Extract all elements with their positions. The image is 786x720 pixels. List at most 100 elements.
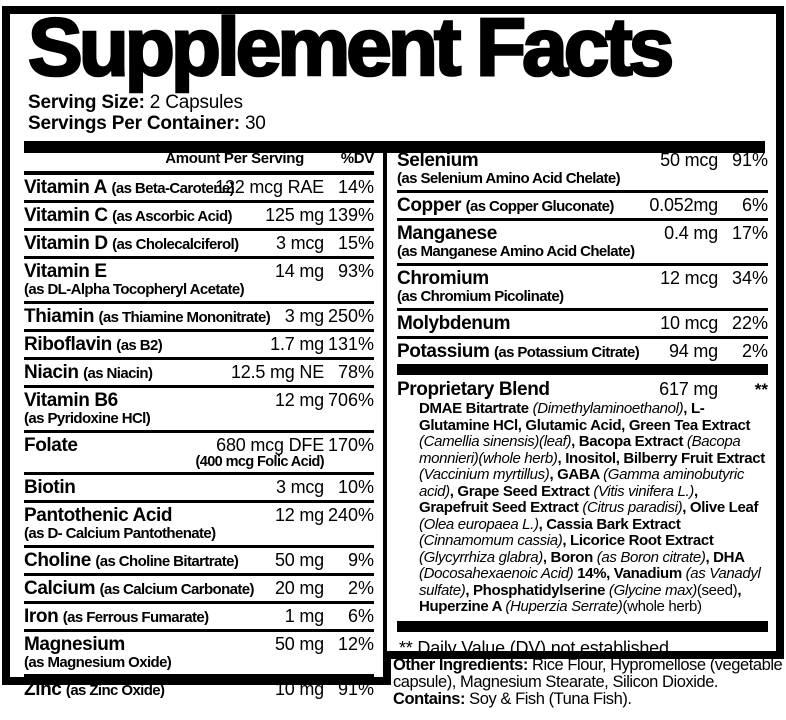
blend-segment: Inositol, Bilberry Fruit Extract (565, 449, 765, 467)
blend-segment: Cassia Bark Extract (546, 515, 681, 533)
nutrient-name: Vitamin E (24, 261, 107, 282)
blend-segment: , (683, 400, 691, 417)
nutrient-dv: 6% (741, 195, 768, 215)
nutrient-amount: 12 mg (275, 390, 324, 410)
nutrient-name: Selenium (397, 150, 479, 171)
nutrient-label: Chromium (397, 269, 660, 289)
nutrient-dv: 93% (337, 261, 374, 281)
table-row-main: Manganese 0.4 mg 17% (397, 223, 768, 244)
amount-value: 3 mcg (275, 477, 324, 497)
serving-info: Serving Size: 2 Capsules Servings Per Co… (28, 92, 266, 134)
blend-segment: Grape Seed Extract (457, 482, 594, 500)
nutrient-amount: 50 mg (275, 634, 324, 654)
table-row-main: Magnesium 50 mg 12% (24, 634, 374, 655)
nutrient-amount: 10 mg (275, 679, 324, 699)
table-row: Calcium (as Calcium Carbonate) 20 mg 2% (24, 576, 374, 604)
header-divider-bar (24, 141, 765, 153)
blend-segment: (as Vanadyl sulfate) (419, 565, 761, 599)
contains-line: Contains: Soy & Fish (Tuna Fish). (393, 691, 785, 708)
nutrient-amount: 3 mg (285, 306, 324, 326)
amount-value: 680 mcg DFE (216, 435, 324, 455)
table-row: Folate 680 mcg DFE (400 mcg Folic Acid) 170… (24, 433, 374, 475)
nutrient-amount: 12 mg (275, 505, 324, 525)
nutrient-label: Potassium (as Potassium Citrate) (397, 342, 669, 362)
proprietary-blend-header: Proprietary Blend 617 mg ** (397, 375, 768, 401)
nutrient-label: Riboflavin (as B2) (24, 335, 270, 355)
nutrient-dv: 706% (327, 390, 374, 410)
blend-segment: Huperzine A (419, 598, 506, 615)
blend-segment: (seed) (696, 581, 738, 599)
table-row: Biotin 3 mcg 10% (24, 475, 374, 503)
amount-value: 0.052mg (649, 195, 718, 215)
table-row-main: Iron (as Ferrous Fumarate) 1 mg 6% (24, 606, 374, 627)
nutrient-label: Copper (as Copper Gluconate) (397, 196, 649, 216)
nutrient-name: Vitamin A (24, 177, 107, 198)
nutrient-amount: 125 mg (265, 205, 324, 225)
blend-segment: , (693, 482, 698, 500)
nutrient-qualifier: (as Ascorbic Acid) (112, 208, 232, 225)
nutrient-name: Potassium (397, 341, 490, 362)
nutrient-dv: 2% (347, 578, 374, 598)
nutrient-sub-label: (as DL-Alpha Tocopheryl Acetate) (24, 281, 245, 298)
nutrient-sub-label: (as Pyridoxine HCl) (24, 410, 151, 427)
blend-name: Proprietary Blend (397, 379, 550, 400)
table-row-main: Calcium (as Calcium Carbonate) 20 mg 2% (24, 578, 374, 599)
table-row-main: Riboflavin (as B2) 1.7 mg 131% (24, 334, 374, 355)
serving-size-value: 2 Capsules (144, 92, 243, 113)
page-title: Supplement Facts (27, 1, 676, 95)
amount-value: 1.7 mg (270, 334, 324, 354)
nutrient-dv: 34% (731, 268, 768, 288)
nutrient-amount: 3 mcg (276, 477, 324, 497)
nutrient-name: Biotin (24, 477, 76, 498)
nutrient-label: Selenium (397, 151, 660, 171)
nutrient-amount: 20 mg (275, 578, 324, 598)
table-row-main: Vitamin A (as Beta-Carotene) 122 mcg RAE 1… (24, 177, 374, 198)
nutrient-dv: 9% (347, 550, 374, 570)
table-row-main: Potassium (as Potassium Citrate) 94 mg 2% (397, 341, 768, 362)
blend-dv: ** (754, 380, 768, 399)
dv-footnote: ** Daily Value (DV) not established. (399, 637, 674, 658)
table-row: Chromium 12 mcg 34% (as Chromium Picolinate… (397, 266, 768, 311)
nutrient-name: Riboflavin (24, 334, 112, 355)
blend-segment: (Vitis vinifera L.) (593, 482, 694, 500)
amount-value: 125 mg (265, 205, 324, 225)
nutrient-label: Vitamin B6 (24, 391, 275, 411)
blend-segment: Grapefruit Seed Extract (419, 499, 583, 516)
other-ingredients-label: Other Ingredients: (393, 656, 528, 674)
amount-value: 3 mcg (275, 233, 324, 253)
nutrient-qualifier: (as Beta-Carotene) (111, 180, 235, 197)
nutrient-name: Molybdenum (397, 313, 511, 334)
table-row-main: Pantothenic Acid 12 mg 240% (24, 505, 374, 526)
nutrient-sub-label: (as Selenium Amino Acid Chelate) (397, 170, 621, 187)
blend-segment: , (549, 466, 558, 483)
amount-value: 94 mg (668, 341, 718, 361)
nutrient-sub-label: (as Chromium Picolinate) (397, 288, 564, 305)
blend-segment: (Cinnamomum cassia) (419, 532, 563, 549)
amount-per-serving-header: Amount Per Serving (165, 150, 304, 167)
blend-segment: , (737, 581, 742, 599)
nutrient-label: Calcium (as Calcium Carbonate) (24, 579, 275, 599)
blend-segment: Vanadium (613, 565, 686, 582)
nutrient-sub-label: (as Magnesium Oxide) (24, 654, 172, 671)
contains-label: Contains: (393, 690, 466, 708)
nutrient-name: Niacin (24, 362, 79, 383)
nutrient-dv: 15% (337, 233, 374, 253)
serving-size-label: Serving Size: (28, 92, 145, 113)
nutrient-qualifier: (as Copper Gluconate) (465, 198, 615, 215)
table-row-main: Vitamin B6 12 mg 706% (24, 390, 374, 411)
table-row-main: Zinc (as Zinc Oxide) 10 mg 91% (24, 679, 374, 700)
nutrient-qualifier: (as Thiamine Mononitrate) (98, 309, 271, 326)
right-nutrient-rows: Selenium 50 mcg 91% (as Selenium Amino Acid… (397, 148, 768, 364)
blend-segment: DHA (713, 548, 745, 566)
blend-segment: , (542, 548, 551, 566)
table-row: Thiamin (as Thiamine Mononitrate) 3 mg 250… (24, 304, 374, 332)
blend-segment: Olive Leaf (689, 499, 759, 516)
blend-segment: , (682, 499, 690, 516)
nutrient-label: Vitamin C (as Ascorbic Acid) (24, 206, 265, 226)
table-row: Magnesium 50 mg 12% (as Magnesium Oxide) (24, 632, 374, 677)
nutrient-qualifier: (as Cholecalciferol) (112, 236, 239, 253)
table-row-main: Folate 680 mcg DFE (400 mcg Folic Acid) 170… (24, 435, 374, 470)
table-row: Pantothenic Acid 12 mg 240% (as D- Calcium … (24, 503, 374, 548)
nutrient-name: Choline (24, 550, 91, 571)
nutrient-amount: 0.4 mg (664, 223, 718, 243)
